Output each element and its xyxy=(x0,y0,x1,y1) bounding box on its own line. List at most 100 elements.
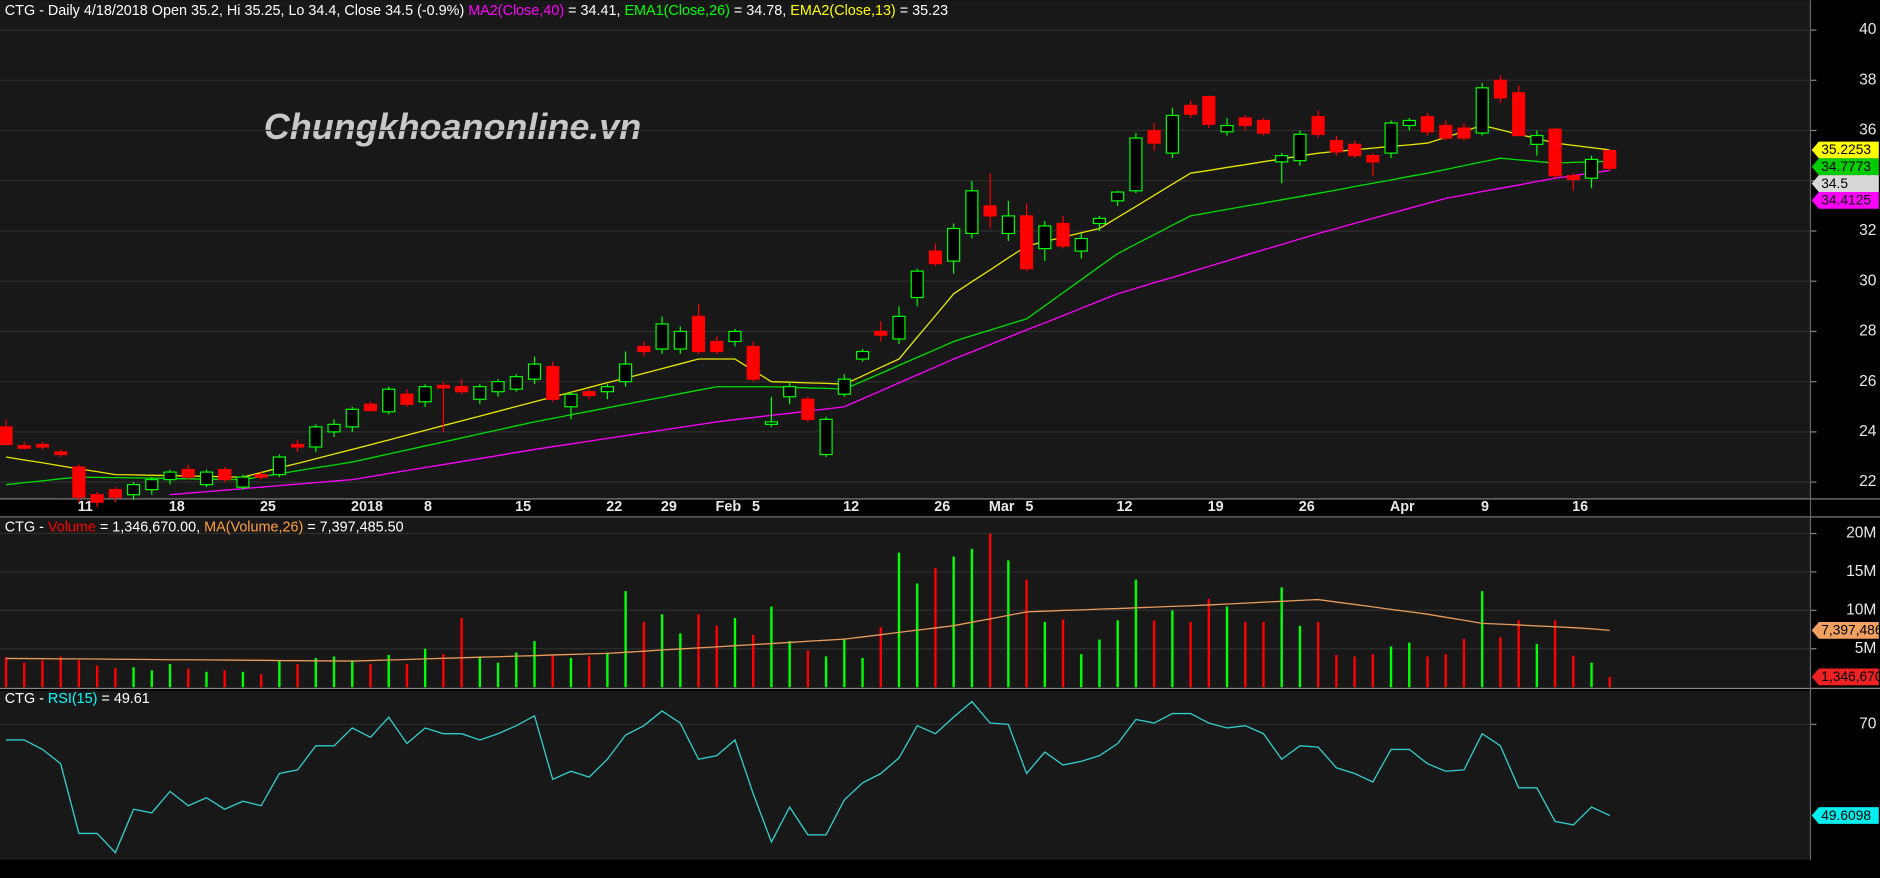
candle-body xyxy=(1129,137,1143,192)
x-tick-label: 18 xyxy=(169,499,185,515)
value-tag xyxy=(1811,141,1879,159)
candle-body xyxy=(473,386,487,400)
volume-bar xyxy=(897,552,901,688)
candle-body xyxy=(382,388,396,413)
value-tag xyxy=(1811,191,1879,209)
candle-body xyxy=(1074,237,1088,252)
volume-bar xyxy=(1480,591,1484,688)
candle-body xyxy=(801,398,815,420)
candle-body xyxy=(1530,134,1544,145)
volume-bar xyxy=(606,652,609,688)
volume-bar xyxy=(843,638,846,688)
candle-body xyxy=(400,393,414,405)
volume-bar xyxy=(1298,625,1302,688)
candle-body xyxy=(145,479,159,491)
candle-body xyxy=(1457,127,1471,139)
x-tick-label: 15 xyxy=(515,499,531,515)
y-tick-label: 22 xyxy=(1859,473,1876,490)
candle-body xyxy=(1019,215,1034,270)
candle-body xyxy=(1038,225,1052,250)
candle-body xyxy=(1384,122,1398,154)
volume-bar xyxy=(351,660,354,688)
volume-bar xyxy=(77,660,81,688)
y-tick-label: 38 xyxy=(1859,71,1876,88)
volume-bar xyxy=(132,667,135,688)
volume-bar xyxy=(824,656,828,688)
indicator-line xyxy=(5,598,1610,662)
candle-body xyxy=(746,345,760,380)
volume-bar xyxy=(1335,654,1338,688)
candle-body xyxy=(1001,215,1015,235)
volume-bar xyxy=(1462,638,1466,688)
candle-body xyxy=(163,471,177,481)
candle-body xyxy=(983,205,997,217)
value-tag xyxy=(1811,807,1879,824)
candle-body xyxy=(546,365,560,400)
candle-body xyxy=(126,484,141,496)
candle-body xyxy=(1202,96,1216,125)
candle-body xyxy=(1439,124,1453,139)
volume-panel xyxy=(0,518,1811,688)
volume-bar xyxy=(752,634,755,688)
x-tick-label: 22 xyxy=(606,499,622,515)
candle-body xyxy=(910,270,924,299)
y-tick-label: 70 xyxy=(1859,715,1877,732)
volume-bar xyxy=(41,660,44,688)
candle-body xyxy=(90,494,104,503)
candle-body xyxy=(455,386,469,393)
volume-bar xyxy=(1207,598,1211,688)
candle-body xyxy=(236,476,250,488)
candle-body xyxy=(1548,128,1562,177)
volume-bar xyxy=(697,614,700,688)
indicator-line xyxy=(5,700,1611,854)
price-panel xyxy=(0,0,1811,499)
candle-body xyxy=(1183,104,1198,115)
header-part: = 7,397,485.50 xyxy=(303,520,403,536)
candle-body xyxy=(637,345,651,353)
candle-body xyxy=(54,451,68,456)
x-tick-label: Feb xyxy=(716,499,742,515)
volume-bar xyxy=(1007,560,1010,688)
candle-body xyxy=(947,227,961,262)
candle-body xyxy=(72,466,86,498)
candle-body xyxy=(655,323,669,350)
volume-bar xyxy=(1371,654,1375,688)
candle-body xyxy=(290,443,305,448)
watermark: Chungkhoanonline.vn xyxy=(264,106,642,147)
value-tag-label: 34.5 xyxy=(1821,176,1848,191)
candle-body xyxy=(564,393,578,408)
volume-bar xyxy=(150,670,153,688)
value-tag-label: 1,346,670 xyxy=(1821,669,1880,684)
x-tick-label: 25 xyxy=(260,499,276,515)
candle-body xyxy=(1402,119,1416,127)
header-part: EMA2(Close,13) xyxy=(790,3,895,19)
candle-body xyxy=(819,418,833,456)
candle-body xyxy=(17,445,31,449)
candle-body xyxy=(1475,87,1489,134)
x-tick-label: 26 xyxy=(934,499,950,515)
candle-body xyxy=(1603,150,1617,169)
candle-body xyxy=(928,250,943,265)
candle-body xyxy=(691,315,706,353)
volume-bar xyxy=(1134,579,1138,688)
candle-body xyxy=(1256,119,1271,134)
volume-bar xyxy=(806,650,810,688)
candle-body xyxy=(874,330,888,336)
volume-bar xyxy=(1499,637,1502,688)
header-part: CTG - Daily 4/18/2018 Open 35.2, Hi 35.2… xyxy=(5,3,468,19)
candle-body xyxy=(764,421,779,425)
volume-bar xyxy=(642,621,646,688)
volume-bar xyxy=(369,664,372,688)
header-part: Volume xyxy=(48,520,96,536)
volume-bar xyxy=(4,657,8,688)
header-part: RSI(15) xyxy=(48,691,98,707)
candle-body xyxy=(1566,175,1580,181)
rsi-panel xyxy=(0,690,1811,860)
candle-body xyxy=(965,190,979,235)
volume-bar xyxy=(1353,656,1356,688)
candle-body xyxy=(1311,116,1325,135)
volume-bar xyxy=(715,625,718,688)
volume-bar xyxy=(733,618,737,688)
volume-bar xyxy=(332,656,336,688)
